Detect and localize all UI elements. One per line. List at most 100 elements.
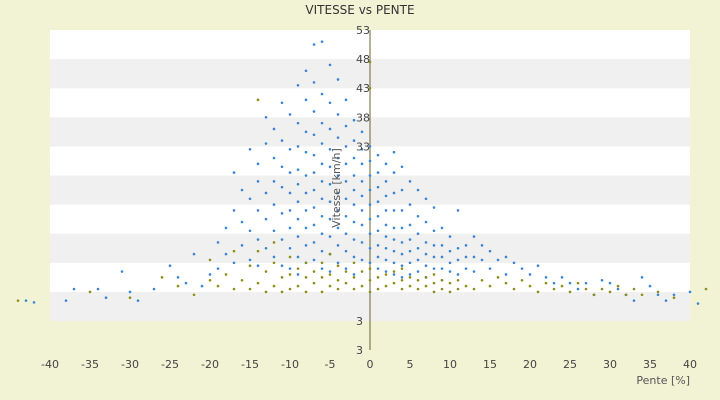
data-point-blue (360, 162, 364, 166)
data-point-blue (256, 238, 260, 241)
data-point-olive (584, 287, 588, 291)
data-point-olive (272, 241, 276, 244)
data-point-blue (320, 232, 324, 235)
data-point-olive (288, 273, 292, 276)
data-point-olive (400, 287, 404, 291)
data-point-blue (552, 281, 556, 285)
data-point-blue (32, 301, 36, 304)
data-point-blue (456, 209, 460, 212)
data-point-olive (240, 278, 244, 282)
data-point-blue (384, 162, 388, 166)
data-point-blue (440, 226, 444, 230)
data-point-blue (336, 78, 340, 81)
data-point-blue (272, 203, 276, 206)
data-point-blue (360, 130, 364, 134)
data-point-olive (16, 299, 20, 302)
data-point-olive (416, 287, 420, 291)
data-point-olive (272, 284, 276, 288)
data-point-blue (352, 273, 356, 276)
data-point-blue (312, 171, 316, 174)
data-point-blue (304, 191, 308, 195)
x-tick-label: 10 (443, 358, 457, 371)
y-tick-label: 53 (356, 24, 370, 37)
data-point-blue (352, 220, 356, 224)
x-tick-label: 0 (367, 358, 374, 371)
data-point-olive (528, 284, 532, 288)
data-point-blue (264, 217, 268, 221)
data-point-olive (336, 278, 340, 282)
data-point-blue (136, 299, 140, 302)
data-point-olive (272, 261, 276, 265)
data-point-blue (232, 209, 236, 212)
data-point-olive (440, 278, 444, 282)
data-point-blue (216, 241, 220, 244)
data-point-blue (256, 162, 260, 166)
data-point-olive (256, 249, 260, 253)
data-point-blue (520, 267, 524, 270)
data-point-olive (576, 281, 580, 285)
data-point-blue (336, 261, 340, 265)
data-point-blue (288, 171, 292, 174)
data-point-blue (464, 255, 468, 259)
data-point-olive (192, 293, 196, 297)
data-point-olive (456, 278, 460, 282)
data-point-blue (184, 281, 188, 285)
data-point-blue (344, 145, 348, 148)
data-point-olive (264, 290, 268, 294)
data-point-blue (416, 232, 420, 235)
data-point-blue (232, 171, 236, 174)
data-point-olive (368, 290, 372, 294)
data-point-blue (328, 63, 332, 67)
data-point-blue (384, 270, 388, 273)
data-point-olive (600, 287, 604, 291)
data-point-olive (312, 270, 316, 273)
data-point-blue (320, 142, 324, 145)
data-point-blue (152, 287, 156, 291)
data-point-olive (296, 267, 300, 270)
x-tick-label: 25 (563, 358, 577, 371)
data-point-blue (304, 174, 308, 177)
data-point-blue (288, 148, 292, 151)
data-point-olive (304, 290, 308, 294)
data-point-blue (464, 244, 468, 247)
data-point-blue (368, 159, 372, 163)
x-tick-label: 15 (483, 358, 497, 371)
data-point-blue (464, 267, 468, 270)
data-point-olive (488, 284, 492, 288)
data-point-olive (496, 276, 500, 279)
data-point-blue (24, 299, 28, 302)
data-point-olive (512, 287, 516, 291)
data-point-blue (448, 261, 452, 265)
data-point-blue (352, 255, 356, 259)
data-point-blue (376, 267, 380, 270)
data-point-blue (416, 246, 420, 250)
data-point-blue (344, 249, 348, 253)
data-point-blue (312, 223, 316, 227)
data-point-blue (368, 174, 372, 177)
data-point-blue (312, 241, 316, 244)
data-point-blue (336, 113, 340, 116)
data-point-olive (248, 264, 252, 268)
data-point-blue (320, 214, 324, 218)
data-point-blue (304, 98, 308, 102)
data-point-blue (368, 217, 372, 221)
data-point-blue (456, 273, 460, 276)
data-point-blue (368, 145, 372, 148)
data-point-olive (392, 270, 396, 273)
data-point-olive (368, 278, 372, 282)
data-point-blue (424, 252, 428, 256)
data-point-blue (608, 281, 612, 285)
y-tick-label: 48 (356, 53, 370, 66)
data-point-olive (400, 278, 404, 282)
data-point-blue (424, 197, 428, 201)
data-point-blue (648, 284, 652, 288)
data-point-olive (400, 267, 404, 270)
data-point-blue (672, 293, 676, 297)
data-point-blue (328, 217, 332, 221)
data-point-blue (400, 264, 404, 268)
data-point-blue (496, 258, 500, 262)
data-point-olive (360, 284, 364, 288)
data-point-blue (272, 156, 276, 160)
data-point-blue (264, 246, 268, 250)
data-point-blue (296, 273, 300, 276)
